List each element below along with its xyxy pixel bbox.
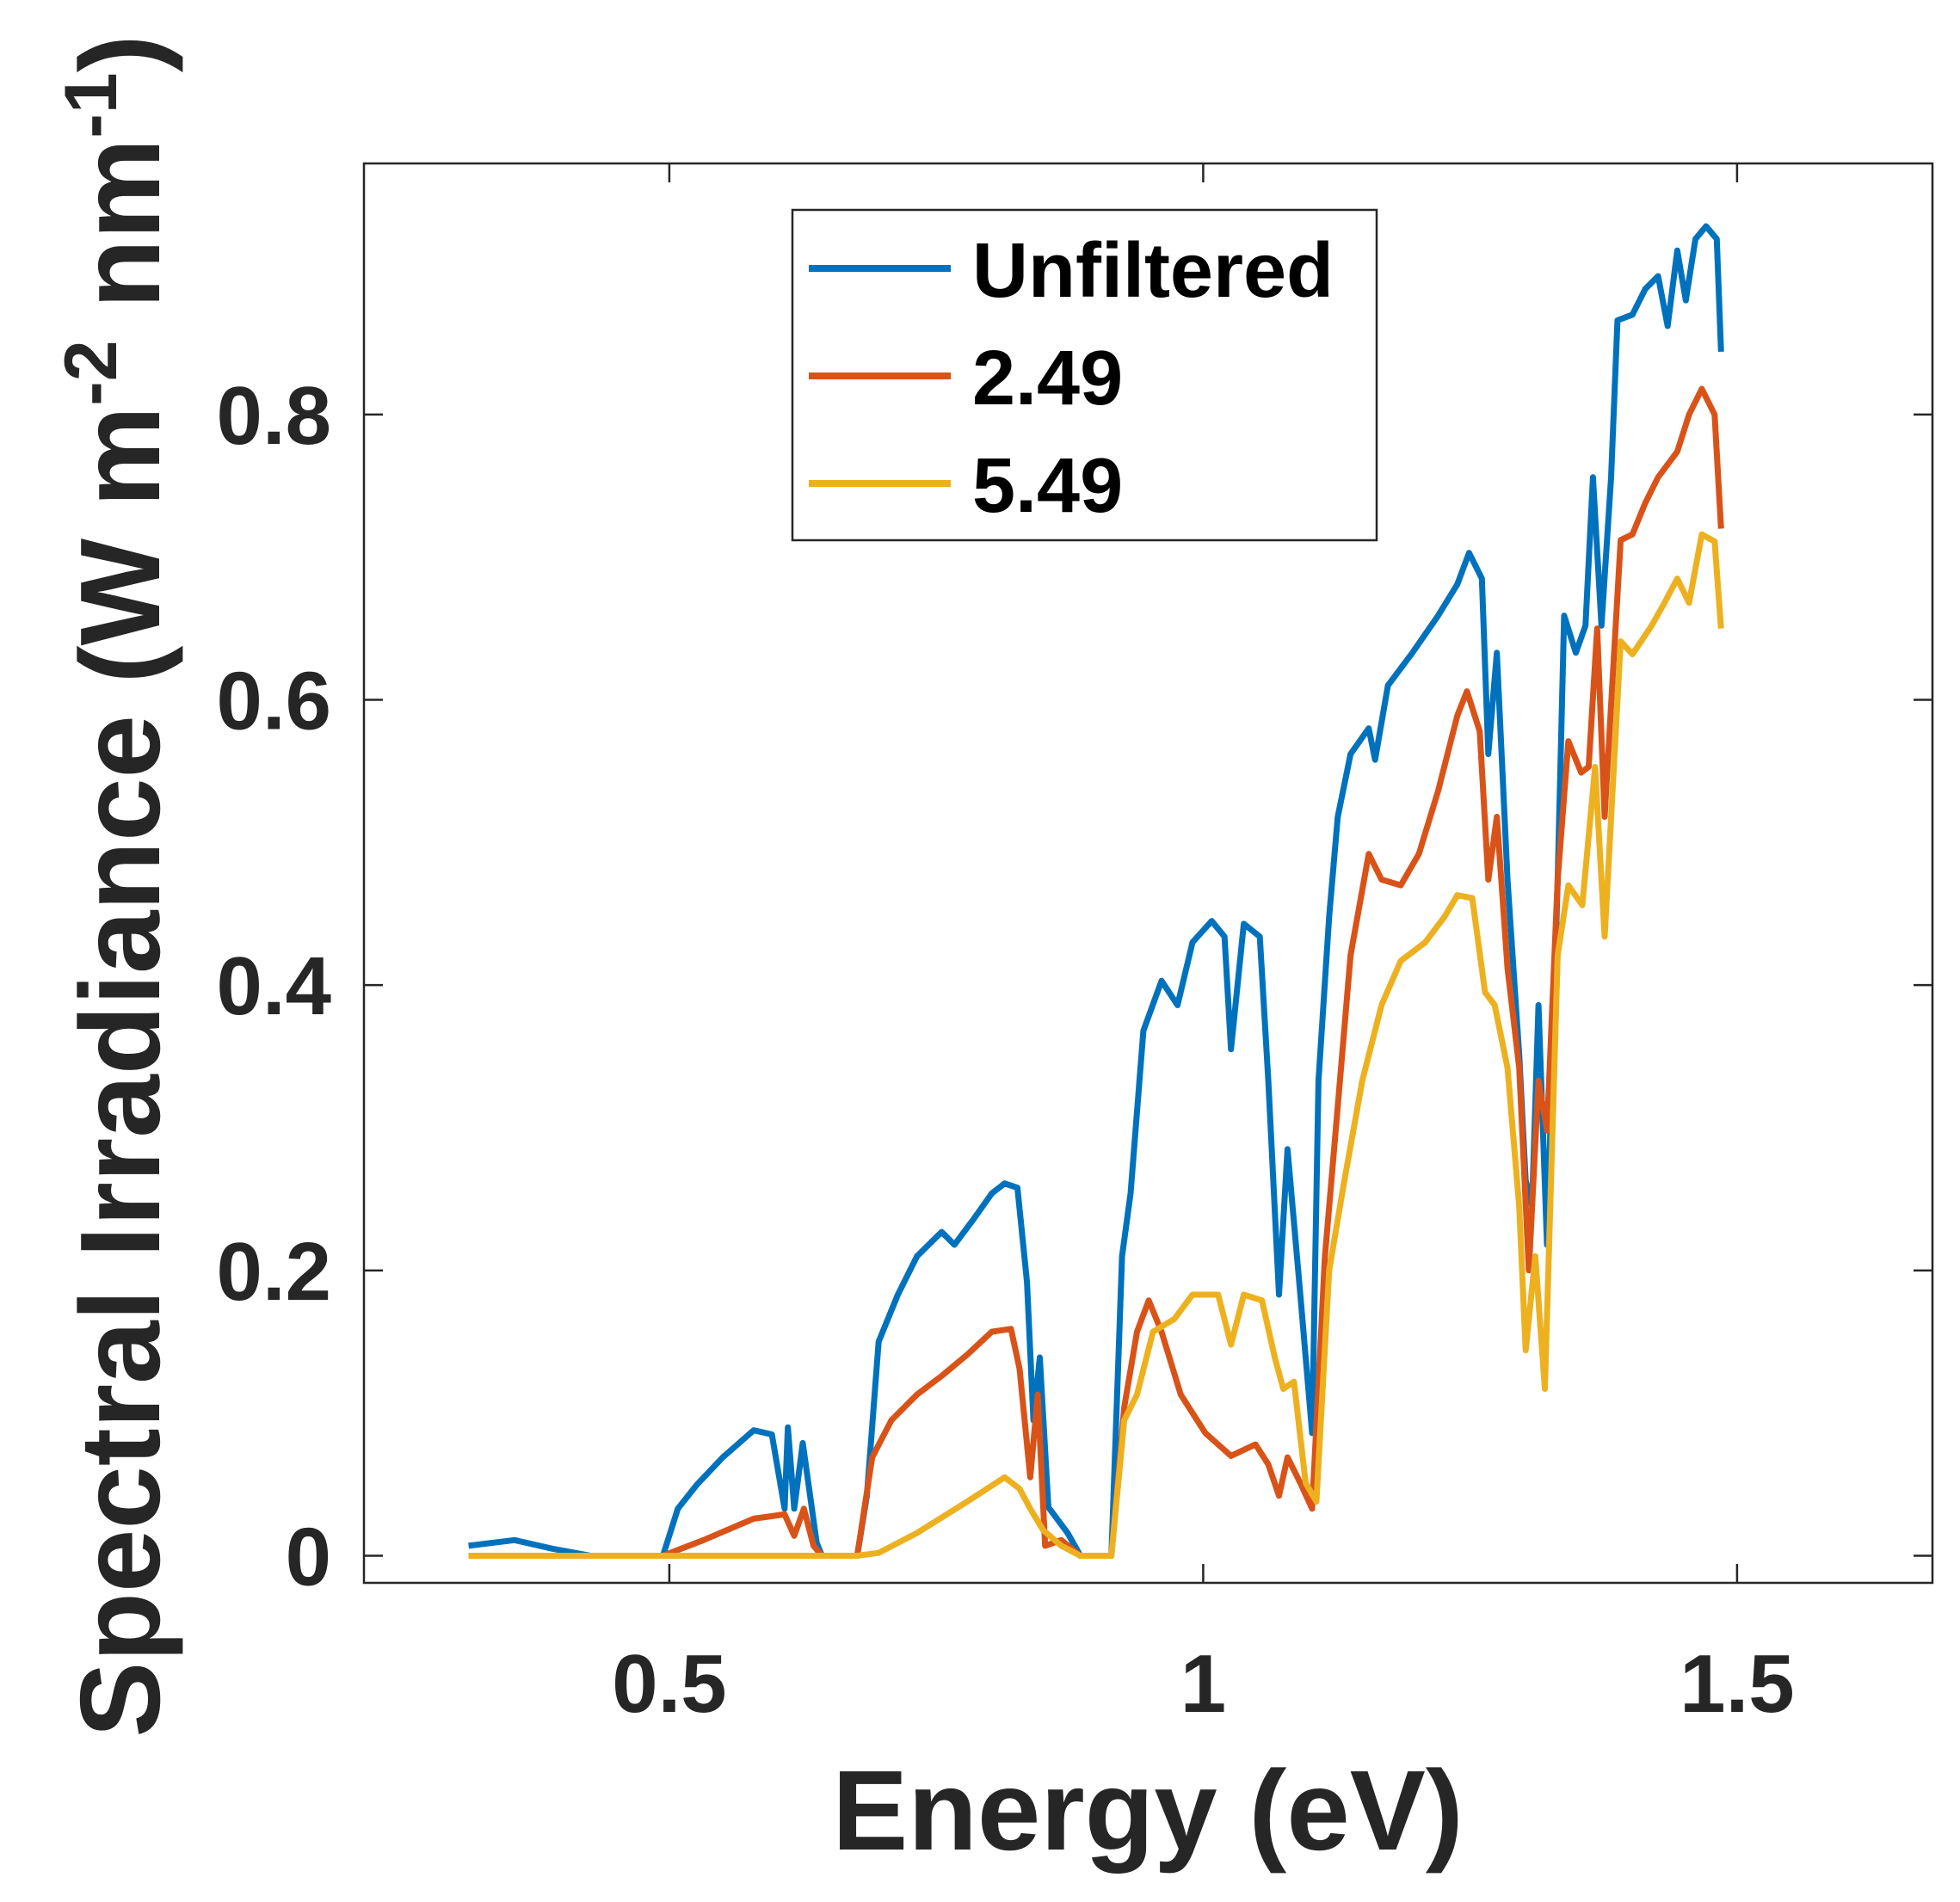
y-tick-label: 0.2 <box>217 1226 331 1318</box>
legend-label-unfiltered: Unfiltered <box>972 228 1334 314</box>
series-line-5-49 <box>468 531 1724 1559</box>
legend: Unfiltered 2.49 5.49 <box>791 208 1378 542</box>
ticks-layer: 0.5 1 1.5 0 0.2 0.4 0.6 0.8 <box>217 163 1932 1730</box>
x-axis-label: Energy (eV) <box>832 1747 1464 1874</box>
axes-box <box>362 162 1934 1585</box>
legend-label-2-49: 2.49 <box>972 335 1123 422</box>
series-layer <box>468 223 1724 1559</box>
y-tick-label: 0 <box>286 1511 331 1603</box>
y-label-sup-1: -2 <box>50 340 133 405</box>
x-tick-label: 0.5 <box>612 1638 726 1730</box>
y-label-sup-2: -1 <box>50 72 133 138</box>
x-tick-label: 1 <box>1180 1638 1226 1730</box>
series-line-2-49 <box>468 385 1724 1559</box>
y-label-close: ) <box>57 34 183 72</box>
y-tick-label: 0.8 <box>217 370 331 462</box>
y-label-main: Spectral Irradiance (W m <box>57 406 183 1738</box>
legend-label-5-49: 5.49 <box>972 443 1123 529</box>
x-tick-label: 1.5 <box>1680 1638 1794 1730</box>
y-label-nm: nm <box>57 138 183 341</box>
y-tick-label: 0.6 <box>217 656 331 748</box>
y-axis-label: Spectral Irradiance (W m-2 nm-1) <box>50 34 183 1737</box>
y-tick-label: 0.4 <box>217 940 331 1032</box>
